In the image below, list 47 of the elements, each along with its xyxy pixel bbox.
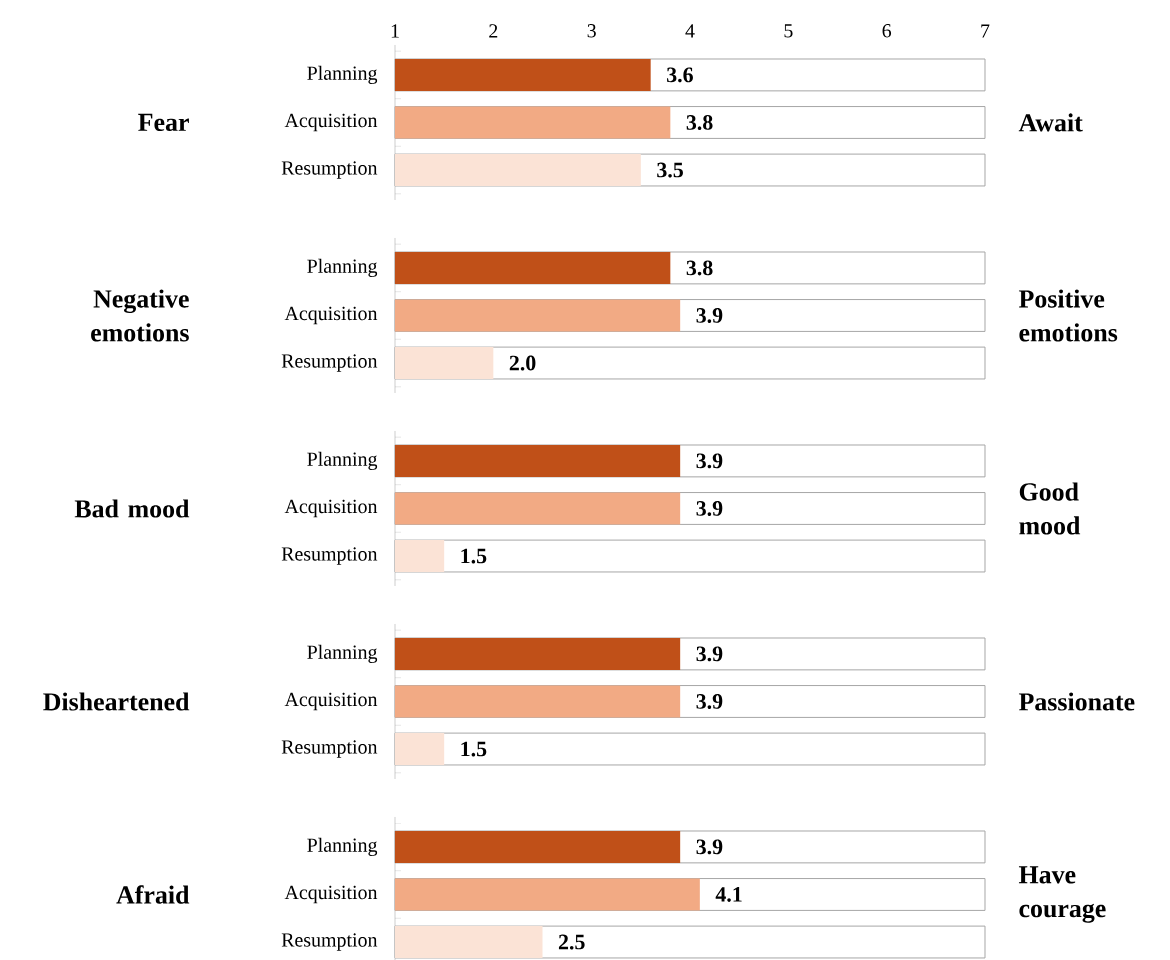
data-label: 3.9	[696, 501, 723, 516]
y-tick-label: Planning	[307, 65, 378, 84]
y2-axis-title: Positive emotions	[1018, 289, 1118, 342]
x-tick-label: 5	[784, 24, 793, 38]
x-tick-label: 7	[981, 24, 990, 38]
y-axis-title: Disheartened	[43, 692, 190, 711]
y-tick-label: Resumption	[281, 740, 378, 758]
y2-axis-title: Good mood	[1019, 482, 1081, 535]
data-label: 3.5	[657, 162, 683, 178]
data-label: 3.9	[696, 308, 723, 323]
y-axis-title: Fear	[138, 113, 189, 132]
data-label: 3.6	[667, 67, 693, 83]
y2-axis-title: Passionate	[1018, 692, 1135, 711]
data-label: 3.9	[696, 839, 723, 855]
y-tick-label: Acquisition	[284, 885, 378, 904]
x-tick-label: 4	[685, 24, 695, 38]
y-tick-label: Acquisition	[284, 113, 378, 132]
y-tick-label: Planning	[307, 258, 378, 277]
y-axis-title: Negative emotions	[91, 289, 189, 342]
y2-axis-title: Await	[1018, 113, 1083, 132]
y-tick-label: Acquisition	[284, 306, 378, 325]
y-tick-label: Acquisition	[284, 692, 378, 711]
data-label: 3.9	[696, 453, 723, 469]
data-label: 3.8	[686, 115, 713, 130]
data-label: 2.5	[558, 934, 585, 950]
y-tick-label: Resumption	[281, 547, 378, 565]
data-label: 3.8	[686, 260, 713, 276]
data-label: 1.5	[461, 741, 487, 757]
x-tick-label: 3	[587, 24, 596, 38]
y-tick-label: Planning	[307, 451, 378, 470]
x-tick-label: 1	[391, 24, 399, 38]
y-tick-label: Planning	[307, 837, 378, 856]
data-label: 2.0	[509, 355, 536, 371]
data-label: 3.9	[696, 646, 723, 662]
data-label: 3.9	[696, 694, 723, 709]
data-label: 1.5	[461, 548, 487, 564]
y-tick-label: Resumption	[281, 161, 378, 179]
y-axis-title: Bad mood	[74, 499, 190, 518]
y-tick-label: Acquisition	[284, 499, 378, 518]
y-tick-label: Planning	[307, 644, 378, 663]
data-label: 4.1	[715, 887, 742, 902]
y2-axis-title: Have courage	[1018, 866, 1106, 923]
x-tick-label: 2	[489, 24, 498, 38]
y-tick-label: Resumption	[281, 933, 378, 951]
y-tick-label: Resumption	[281, 354, 378, 372]
y-axis-title: Afraid	[116, 885, 190, 904]
x-tick-label: 6	[882, 24, 892, 38]
